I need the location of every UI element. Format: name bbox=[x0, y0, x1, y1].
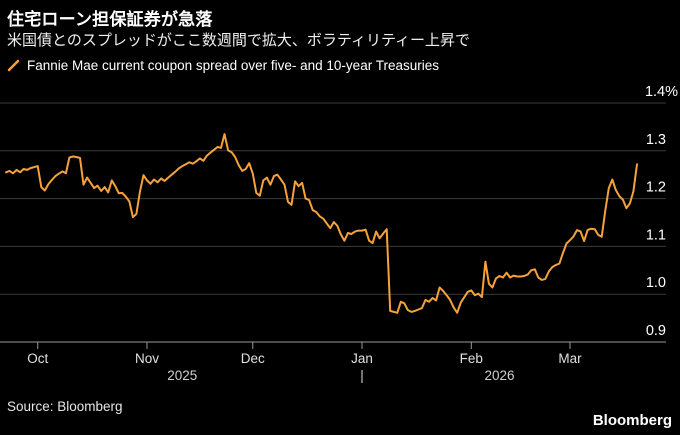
x-tick-label: Jan bbox=[351, 351, 373, 366]
x-tick-label: Feb bbox=[460, 351, 483, 366]
legend-line-marker bbox=[7, 59, 20, 72]
bloomberg-logo: Bloomberg bbox=[592, 412, 672, 429]
series-line bbox=[5, 133, 638, 314]
x-tick-label: Dec bbox=[241, 351, 265, 366]
page-subtitle: 米国債とのスプレッドがここ数週間で拡大、ボラティリティー上昇で bbox=[7, 32, 471, 49]
source-label: Source: Bloomberg bbox=[7, 399, 123, 414]
y-tick-label: 1.4% bbox=[645, 84, 678, 100]
page-title: 住宅ローン担保証券が急落 bbox=[7, 10, 213, 29]
year-label: 2026 bbox=[484, 368, 514, 383]
y-tick-label: 1.2 bbox=[646, 180, 666, 196]
y-tick-label: 0.9 bbox=[646, 323, 666, 339]
x-tick-label: Mar bbox=[558, 351, 582, 366]
y-tick-label: 1.0 bbox=[646, 275, 666, 291]
x-tick-label: Nov bbox=[135, 351, 159, 366]
x-tick-label: Oct bbox=[27, 351, 48, 366]
legend: Fannie Mae current coupon spread over fi… bbox=[7, 58, 439, 73]
year-label: 2025 bbox=[167, 368, 197, 383]
year-label: | bbox=[360, 368, 364, 383]
legend-label: Fannie Mae current coupon spread over fi… bbox=[27, 58, 439, 73]
y-tick-label: 1.3 bbox=[646, 132, 666, 148]
y-tick-label: 1.1 bbox=[646, 227, 666, 243]
